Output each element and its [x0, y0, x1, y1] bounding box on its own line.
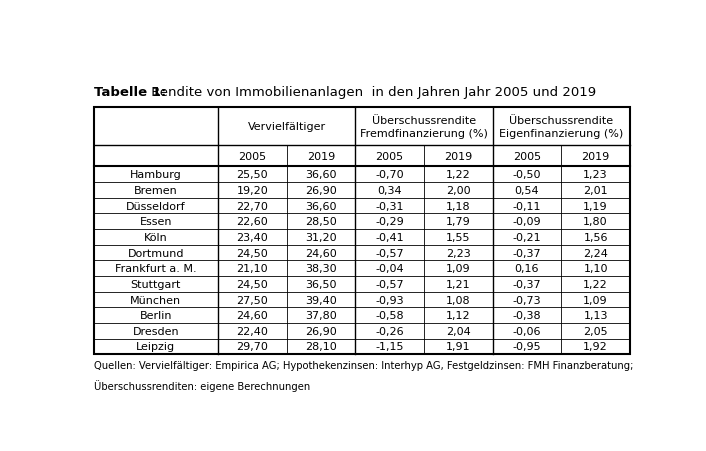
Text: 38,30: 38,30: [305, 264, 337, 274]
Text: 1,91: 1,91: [446, 342, 471, 352]
Text: 1,09: 1,09: [446, 264, 471, 274]
Text: -0,11: -0,11: [513, 201, 542, 211]
Text: 1,22: 1,22: [446, 170, 471, 180]
Text: -0,73: -0,73: [513, 295, 542, 305]
Text: 1,22: 1,22: [583, 279, 608, 289]
Text: 2005: 2005: [513, 152, 541, 161]
Text: Stuttgart: Stuttgart: [131, 279, 181, 289]
Text: 23,40: 23,40: [237, 232, 268, 242]
Text: -0,50: -0,50: [513, 170, 542, 180]
Text: Leipzig: Leipzig: [136, 342, 175, 352]
Text: 22,70: 22,70: [237, 201, 268, 211]
Text: 1,23: 1,23: [583, 170, 608, 180]
Text: 1,18: 1,18: [446, 201, 471, 211]
Text: -0,29: -0,29: [376, 217, 404, 227]
Text: 28,10: 28,10: [305, 342, 337, 352]
Text: 21,10: 21,10: [237, 264, 268, 274]
Text: 2005: 2005: [238, 152, 266, 161]
Text: 2,00: 2,00: [446, 185, 471, 196]
Text: 1,19: 1,19: [583, 201, 608, 211]
Text: 2,05: 2,05: [583, 326, 608, 336]
Text: 1,12: 1,12: [446, 310, 471, 321]
Text: Dortmund: Dortmund: [128, 248, 184, 258]
Text: -0,41: -0,41: [376, 232, 404, 242]
Text: 36,60: 36,60: [305, 201, 337, 211]
Text: Frankfurt a. M.: Frankfurt a. M.: [115, 264, 197, 274]
Text: Berlin: Berlin: [140, 310, 172, 321]
Text: -0,37: -0,37: [513, 279, 542, 289]
Text: Überschussrendite
Fremdfinanzierung (%): Überschussrendite Fremdfinanzierung (%): [360, 115, 488, 138]
Text: 1,09: 1,09: [583, 295, 608, 305]
Text: Hamburg: Hamburg: [130, 170, 181, 180]
Text: 1,92: 1,92: [583, 342, 608, 352]
Text: 39,40: 39,40: [305, 295, 337, 305]
Text: 1,79: 1,79: [446, 217, 471, 227]
Text: 2,01: 2,01: [583, 185, 608, 196]
Text: 1,08: 1,08: [446, 295, 471, 305]
Text: 0,16: 0,16: [515, 264, 539, 274]
Text: 2,23: 2,23: [446, 248, 471, 258]
Text: -1,15: -1,15: [376, 342, 404, 352]
Text: 22,60: 22,60: [237, 217, 268, 227]
Text: 26,90: 26,90: [305, 185, 337, 196]
Text: -0,06: -0,06: [513, 326, 542, 336]
Text: -0,38: -0,38: [513, 310, 542, 321]
Text: -0,58: -0,58: [376, 310, 404, 321]
Text: -0,37: -0,37: [513, 248, 542, 258]
Text: Dresden: Dresden: [133, 326, 179, 336]
Text: 1,55: 1,55: [446, 232, 470, 242]
Text: Vervielfältiger: Vervielfältiger: [248, 122, 325, 132]
Text: 0,54: 0,54: [515, 185, 539, 196]
Text: Überschussrenditen: eigene Berechnungen: Überschussrenditen: eigene Berechnungen: [94, 379, 310, 391]
Text: 28,50: 28,50: [305, 217, 337, 227]
Text: 1,80: 1,80: [583, 217, 608, 227]
Text: -0,57: -0,57: [376, 248, 404, 258]
Text: 0,34: 0,34: [377, 185, 402, 196]
Text: 37,80: 37,80: [305, 310, 337, 321]
Text: Tabelle 1:: Tabelle 1:: [95, 86, 167, 99]
Text: -0,57: -0,57: [376, 279, 404, 289]
Text: 1,56: 1,56: [583, 232, 608, 242]
Text: 26,90: 26,90: [305, 326, 337, 336]
Text: 29,70: 29,70: [237, 342, 268, 352]
Text: 24,50: 24,50: [237, 248, 268, 258]
Text: Überschussrendite
Eigenfinanzierung (%): Überschussrendite Eigenfinanzierung (%): [499, 115, 623, 138]
Text: Bremen: Bremen: [134, 185, 178, 196]
Text: -0,21: -0,21: [513, 232, 542, 242]
Bar: [94, 108, 630, 354]
Text: 2005: 2005: [376, 152, 404, 161]
Text: 24,60: 24,60: [305, 248, 337, 258]
Text: -0,95: -0,95: [513, 342, 542, 352]
Text: 2,24: 2,24: [583, 248, 608, 258]
Text: 2019: 2019: [444, 152, 472, 161]
Text: 1,13: 1,13: [583, 310, 608, 321]
Text: 2,04: 2,04: [446, 326, 471, 336]
Text: Rendite von Immobilienanlagen  in den Jahren Jahr 2005 und 2019: Rendite von Immobilienanlagen in den Jah…: [148, 86, 597, 99]
Text: 2019: 2019: [582, 152, 610, 161]
Text: -0,70: -0,70: [376, 170, 404, 180]
Text: 24,50: 24,50: [237, 279, 268, 289]
Text: Quellen: Vervielfältiger: Empirica AG; Hypothekenzinsen: Interhyp AG, Festgeldzi: Quellen: Vervielfältiger: Empirica AG; H…: [94, 360, 633, 370]
Text: München: München: [131, 295, 181, 305]
Text: 25,50: 25,50: [237, 170, 268, 180]
Text: -0,93: -0,93: [376, 295, 404, 305]
Text: 1,21: 1,21: [446, 279, 471, 289]
Text: -0,31: -0,31: [376, 201, 404, 211]
Text: 36,60: 36,60: [305, 170, 337, 180]
Text: 31,20: 31,20: [305, 232, 337, 242]
Text: 36,50: 36,50: [305, 279, 337, 289]
Text: Essen: Essen: [140, 217, 172, 227]
Text: Düsseldorf: Düsseldorf: [126, 201, 186, 211]
Text: 24,60: 24,60: [237, 310, 268, 321]
Text: 2019: 2019: [307, 152, 335, 161]
Text: 1,10: 1,10: [583, 264, 608, 274]
Text: 27,50: 27,50: [237, 295, 268, 305]
Text: Köln: Köln: [144, 232, 168, 242]
Text: -0,09: -0,09: [513, 217, 542, 227]
Text: -0,26: -0,26: [376, 326, 404, 336]
Text: -0,04: -0,04: [376, 264, 404, 274]
Text: 22,40: 22,40: [237, 326, 268, 336]
Text: 19,20: 19,20: [237, 185, 268, 196]
